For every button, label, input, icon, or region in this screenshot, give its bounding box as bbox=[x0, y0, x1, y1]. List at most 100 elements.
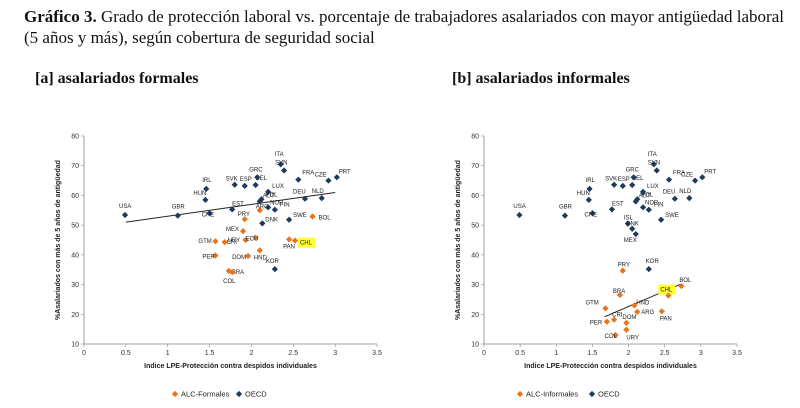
panel-a-oecd-label-usa: USA bbox=[119, 204, 131, 210]
panel-a-alc-point-hnd bbox=[256, 247, 263, 254]
panel-a-oecd-point-est bbox=[229, 206, 236, 213]
panel-a-oecd-point-svn bbox=[280, 167, 288, 174]
panel-b-oecd-label-deu: DEU bbox=[663, 190, 676, 196]
panel-b-legend-alc-marker bbox=[516, 390, 524, 398]
panel-a-oecd-label-gbr: GBR bbox=[172, 205, 186, 211]
panel-b-xtick-label: 1 bbox=[554, 350, 558, 357]
panel-a-ytick-label: 10 bbox=[71, 342, 79, 349]
panel-a-legend-oecd-label: OECD bbox=[245, 390, 267, 399]
panel-a-oecd-label-nld: NLD bbox=[312, 189, 325, 195]
panel-b-xtick-label: 0 bbox=[482, 350, 486, 357]
panel-a-oecd-point-esp bbox=[241, 182, 248, 190]
panel-b-oecd-point-bel bbox=[629, 181, 636, 189]
panel-b-oecd-point-fra bbox=[665, 176, 673, 183]
panel-a-alc-point-chl bbox=[291, 237, 299, 244]
panel-b-alc-label-cri: CRI bbox=[612, 313, 623, 319]
panel-b-ytick-label: 60 bbox=[471, 193, 479, 200]
panel-b-chl-highlight bbox=[658, 284, 676, 295]
panel-b-legend-alc-label: ALC-Informales bbox=[526, 390, 578, 399]
panel-a-oecd-point-svk bbox=[231, 181, 238, 188]
panel-a-legend-oecd-marker bbox=[235, 390, 243, 398]
panel-a-alc-label-ecu: ECU bbox=[246, 237, 259, 243]
panel-b-oecd-label-prt: PRT bbox=[704, 169, 716, 175]
panel-a-alc-point-ecu bbox=[252, 234, 259, 241]
panel-b-alc-point-bol bbox=[678, 282, 685, 290]
panel-a-ytick-label: 30 bbox=[71, 282, 79, 289]
panel-a-xtick-label: 2.5 bbox=[288, 350, 298, 357]
panel-a-oecd-label-est: EST bbox=[232, 201, 244, 207]
panel-a-oecd-label-svn: SVN bbox=[275, 160, 287, 166]
panel-b-oecd-point-fin bbox=[645, 206, 652, 213]
panel-b-ytick-label: 50 bbox=[471, 223, 479, 230]
panel-a-xtick-label: 0 bbox=[82, 350, 86, 357]
panel-a-alc-point-dom bbox=[244, 252, 252, 260]
panel-b-alc-point-gtm bbox=[602, 305, 609, 312]
panel-b-oecd-point-swe bbox=[657, 216, 665, 223]
panel-b-alc-point-cri bbox=[611, 316, 618, 323]
panel-a-label: [a] asalariados formales bbox=[35, 70, 199, 87]
panel-a-ytick-label: 20 bbox=[71, 312, 79, 319]
panel-b-oecd-label-pol: POL bbox=[641, 192, 654, 198]
panel-a-oecd-point-nld bbox=[318, 194, 325, 202]
panel-a-alc-label-mex: MEX bbox=[226, 227, 239, 233]
panel-b-xtick-label: 0.5 bbox=[515, 350, 525, 357]
panel-b-oecd-label-gbr: GBR bbox=[559, 205, 573, 211]
panel-a-oecd-label-dnk: DNK bbox=[265, 217, 278, 223]
panel-b-alc-point-pan bbox=[658, 308, 665, 315]
panel-a-xtick-label: 0.5 bbox=[121, 350, 131, 357]
panel-b-oecd-label-nld: NLD bbox=[679, 189, 692, 195]
panel-b-oecd-point-esp bbox=[619, 182, 626, 190]
panel-b-oecd-label-isl: ISL bbox=[624, 216, 634, 222]
panel-a-alc-label-bra: BRA bbox=[232, 270, 244, 276]
figure-title: Gráfico 3. Grado de protección laboral v… bbox=[24, 6, 784, 48]
panel-a-oecd-label-grc: GRC bbox=[249, 167, 263, 173]
panel-b-oecd-label-grc: GRC bbox=[626, 167, 640, 173]
panel-a-alc-label-bol: BOL bbox=[319, 216, 332, 222]
panel-b-alc-label-ury: URY bbox=[626, 336, 639, 342]
panel-b-oecd-label-svk: SVK bbox=[605, 177, 617, 183]
panel-a-xtick-label: 3.5 bbox=[372, 350, 382, 357]
figure-title-text: Grado de protección laboral vs. porcenta… bbox=[24, 7, 784, 47]
panel-a-ytick-label: 70 bbox=[71, 163, 79, 170]
panel-b-oecd-label-swe: SWE bbox=[665, 213, 679, 219]
panel-b-ytick-label: 70 bbox=[471, 163, 479, 170]
panel-a-legend-alc-label: ALC-Formales bbox=[181, 390, 230, 399]
panel-b-oecd-label-cze: CZE bbox=[681, 173, 693, 179]
panel-b-xtick-label: 2.5 bbox=[660, 350, 670, 357]
panel-b-oecd-label-aut: AUT bbox=[639, 193, 651, 199]
panel-b-oecd-label-svn: SVN bbox=[648, 160, 660, 166]
panel-b-oecd-label-bel: BEL bbox=[632, 176, 644, 182]
panel-b-oecd-point-svn bbox=[653, 167, 660, 174]
figure-number: Gráfico 3. bbox=[24, 7, 97, 26]
panel-b-alc-label-gtm: GTM bbox=[585, 300, 598, 306]
panel-a-alc-label-chl: CHL bbox=[300, 241, 313, 247]
panel-a-oecd-label-swe: SWE bbox=[293, 213, 307, 219]
panel-b-oecd-label-kor: KOR bbox=[646, 259, 660, 265]
panel-b-ytick-label: 80 bbox=[471, 134, 479, 141]
panel-a-oecd-label-nor: NOR bbox=[270, 200, 284, 206]
panel-a-oecd-point-ita bbox=[277, 161, 284, 168]
panel-a-oecd-point-hun bbox=[202, 196, 209, 203]
panel-a-oecd-point-grc bbox=[254, 174, 261, 181]
panel-a-alc-label-pan: PAN bbox=[283, 244, 295, 250]
panel-b-oecd-label-esp: ESP bbox=[618, 177, 630, 183]
panel-a-alc-point-ury bbox=[242, 236, 249, 244]
panel-a-x-axis-label: Indice LPE-Protección contra despidos in… bbox=[144, 363, 317, 370]
panel-b-oecd-point-mex bbox=[632, 230, 639, 238]
panel-b-alc-label-arg: ARG bbox=[641, 310, 654, 316]
panel-a-oecd-point-che bbox=[206, 210, 213, 217]
panel-b-oecd-label-fin: FIN bbox=[654, 203, 664, 209]
panel-a-oecd-point-bel bbox=[252, 181, 259, 189]
panel-a-alc-point-cri bbox=[221, 238, 228, 246]
panel-a-chl-highlight bbox=[297, 237, 315, 248]
panel-b-oecd-point-gbr bbox=[561, 212, 569, 219]
panel-a-oecd-point-fin bbox=[271, 206, 278, 213]
panel-b-ytick-label: 30 bbox=[471, 282, 479, 289]
panel-a-alc-point-gtm bbox=[212, 238, 219, 245]
panel-a-oecd-point-kor bbox=[271, 266, 278, 273]
panel-a-alc-label-cri: CRI bbox=[227, 240, 238, 246]
panel-a-oecd-point-swe bbox=[285, 216, 293, 223]
panel-a-trendline bbox=[125, 191, 336, 223]
panel-a-oecd-label-pol: POL bbox=[265, 192, 278, 198]
panel-b-oecd-label-hun: HUN bbox=[577, 191, 590, 197]
